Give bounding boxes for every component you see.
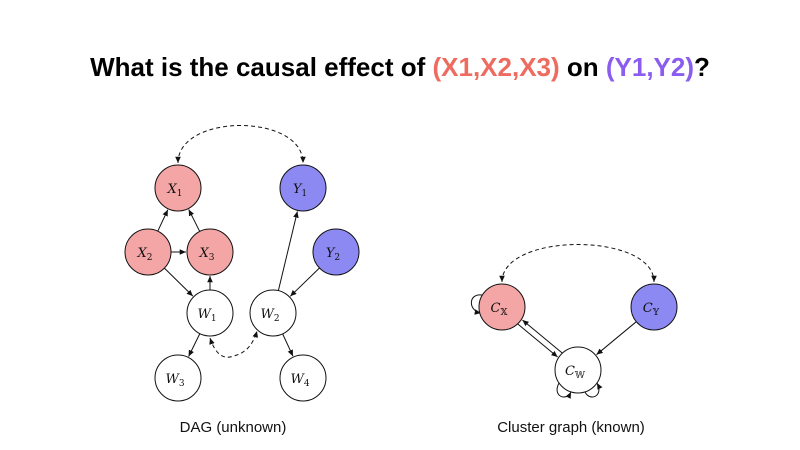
dag-caption: DAG (unknown) (180, 419, 287, 436)
dag-node-w1: W1 (186, 289, 234, 337)
cluster-node-cx: C𝕏 (478, 283, 526, 331)
dag-node-circle (186, 228, 234, 276)
dag-node-circle (279, 164, 327, 212)
cluster-nodes: C𝕏 C𝕐 C𝕎 (478, 283, 678, 394)
title-prefix: What is the causal effect of (90, 52, 433, 82)
cluster-bidirected-cx-cy (499, 244, 657, 283)
cluster-edge-cy-to-cw (596, 321, 637, 356)
dag-node-circle (249, 289, 297, 337)
dag-node-label: W3 (165, 372, 184, 389)
cluster-self-loop-cw-left (556, 382, 572, 399)
cluster-node-label: C𝕏 (491, 301, 508, 318)
title-middle: on (559, 52, 606, 82)
cluster-self-loop-cx (470, 294, 483, 315)
title-y-set: (Y1,Y2) (605, 52, 695, 82)
dag-node-label: Y1 (293, 182, 307, 199)
dag-node-x1: X1 (154, 164, 202, 212)
dag-edge-w1-to-w3 (188, 333, 201, 357)
dag-node-circle (186, 289, 234, 337)
cluster-node-circle (554, 346, 602, 394)
dag-node-circle (154, 164, 202, 212)
dag-nodes: X1 X2 X3 Y1 Y2 W1 W2 W3 W4 (124, 164, 360, 402)
dag-node-w3: W3 (154, 354, 202, 402)
cluster-node-cw: C𝕎 (554, 346, 602, 394)
dag-node-label: X1 (167, 182, 183, 199)
dag-graph: X1 X2 X3 Y1 Y2 W1 W2 W3 W4 (124, 125, 360, 402)
cluster-caption: Cluster graph (known) (497, 419, 645, 436)
title-suffix: ? (694, 52, 710, 82)
dag-node-label: Y2 (326, 246, 340, 263)
dag-node-label: W1 (197, 307, 216, 324)
title-x-set: (X1,X2,X3) (432, 52, 560, 82)
cluster-graph: C𝕏 C𝕐 C𝕎 (470, 244, 678, 399)
dag-bidirected-x1-y1 (175, 125, 306, 164)
dag-node-circle (312, 228, 360, 276)
dag-bidirected-w1-w2 (209, 330, 258, 358)
dag-node-w4: W4 (279, 354, 327, 402)
dag-node-circle (124, 228, 172, 276)
cluster-node-cy: C𝕐 (630, 283, 678, 331)
dag-node-circle (279, 354, 327, 402)
cluster-edge-cx-to-cw (517, 323, 558, 358)
dag-node-w2: W2 (249, 289, 297, 337)
dag-node-label: X3 (199, 246, 215, 263)
dag-node-x2: X2 (124, 228, 172, 276)
dag-edge-x2-to-w1 (164, 267, 194, 297)
page-title: What is the causal effect of (X1,X2,X3) … (0, 52, 800, 83)
cluster-edges (470, 244, 657, 399)
dag-edge-x3-to-x1 (188, 209, 201, 232)
dag-node-circle (154, 354, 202, 402)
dag-node-y1: Y1 (279, 164, 327, 212)
cluster-node-circle (478, 283, 526, 331)
dag-node-x3: X3 (186, 228, 234, 276)
cluster-node-circle (630, 283, 678, 331)
dag-edges (157, 125, 320, 358)
dag-node-y2: Y2 (312, 228, 360, 276)
cluster-edge-cw-to-cx (522, 319, 563, 354)
dag-node-label: W4 (290, 372, 309, 389)
cluster-self-loop-cw-right (584, 382, 603, 398)
dag-edge-w2-to-w4 (282, 333, 294, 357)
dag-edge-y2-to-w2 (289, 267, 320, 297)
dag-edge-x2-to-x1 (157, 209, 169, 232)
cluster-node-label: C𝕎 (565, 364, 586, 381)
dag-edge-w2-to-y1 (277, 211, 299, 291)
dag-node-label: W2 (260, 307, 279, 324)
cluster-node-label: C𝕐 (643, 301, 660, 318)
dag-node-label: X2 (137, 246, 153, 263)
